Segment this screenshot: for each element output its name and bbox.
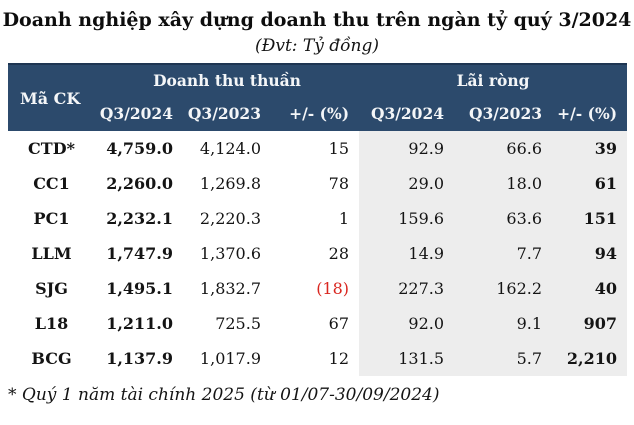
revenue-change-cell: 15 bbox=[328, 139, 350, 158]
revenue-current-cell: 1,747.9 bbox=[106, 244, 173, 263]
profit-change-cell: 39 bbox=[552, 131, 628, 166]
column-header-stock-code: Mã CK bbox=[8, 63, 95, 131]
table-row: SJG 1,495.1 1,832.7 (18) 227.3 162.2 40 bbox=[8, 271, 628, 306]
revenue-change-cell: (18) bbox=[316, 279, 350, 298]
profit-change-cell: 61 bbox=[552, 166, 628, 201]
profit-change-cell: 94 bbox=[552, 236, 628, 271]
stock-code-cell: BCG bbox=[31, 349, 72, 368]
column-header-profit-q3-2024: Q3/2024 bbox=[359, 96, 455, 131]
profit-change-cell: 151 bbox=[552, 201, 628, 236]
group-header-net-revenue: Doanh thu thuần bbox=[95, 63, 360, 96]
group-header-net-profit: Lãi ròng bbox=[359, 63, 628, 96]
profit-current-cell: 14.9 bbox=[359, 236, 455, 271]
revenue-prior-cell: 1,832.7 bbox=[199, 279, 261, 298]
column-header-revenue-q3-2023: Q3/2023 bbox=[183, 96, 271, 131]
revenue-prior-cell: 725.5 bbox=[215, 314, 261, 333]
revenue-current-cell: 1,211.0 bbox=[106, 314, 173, 333]
revenue-change-cell: 67 bbox=[328, 314, 350, 333]
column-header-revenue-q3-2024: Q3/2024 bbox=[95, 96, 183, 131]
profit-prior-cell: 5.7 bbox=[454, 341, 553, 376]
profit-current-cell: 29.0 bbox=[359, 166, 455, 201]
revenue-current-cell: 4,759.0 bbox=[106, 139, 173, 158]
revenue-change-cell: 78 bbox=[328, 174, 350, 193]
revenue-prior-cell: 1,269.8 bbox=[199, 174, 261, 193]
table-row: PC1 2,232.1 2,220.3 1 159.6 63.6 151 bbox=[8, 201, 628, 236]
revenue-change-cell: 1 bbox=[338, 209, 350, 228]
revenue-change-cell: 12 bbox=[328, 349, 350, 368]
stock-code-cell: CTD* bbox=[28, 139, 75, 158]
column-header-profit-q3-2023: Q3/2023 bbox=[454, 96, 553, 131]
profit-prior-cell: 63.6 bbox=[454, 201, 553, 236]
table-row: L18 1,211.0 725.5 67 92.0 9.1 907 bbox=[8, 306, 628, 341]
profit-prior-cell: 9.1 bbox=[454, 306, 553, 341]
profit-change-cell: 907 bbox=[552, 306, 628, 341]
profit-prior-cell: 162.2 bbox=[454, 271, 553, 306]
revenue-change-cell: 28 bbox=[328, 244, 350, 263]
financial-results-table: Mã CK Doanh thu thuần Lãi ròng Q3/2024 Q… bbox=[8, 63, 628, 376]
stock-code-cell: LLM bbox=[31, 244, 72, 263]
table-row: CTD* 4,759.0 4,124.0 15 92.9 66.6 39 bbox=[8, 131, 628, 166]
profit-current-cell: 92.0 bbox=[359, 306, 455, 341]
revenue-current-cell: 2,232.1 bbox=[106, 209, 173, 228]
profit-change-cell: 2,210 bbox=[552, 341, 628, 376]
table-row: CC1 2,260.0 1,269.8 78 29.0 18.0 61 bbox=[8, 166, 628, 201]
table-row: BCG 1,137.9 1,017.9 12 131.5 5.7 2,210 bbox=[8, 341, 628, 376]
revenue-prior-cell: 1,370.6 bbox=[199, 244, 261, 263]
revenue-current-cell: 1,137.9 bbox=[106, 349, 173, 368]
table-body: CTD* 4,759.0 4,124.0 15 92.9 66.6 39 CC1… bbox=[8, 131, 628, 376]
unit-subtitle: (Đvt: Tỷ đồng) bbox=[254, 36, 379, 56]
table-row: LLM 1,747.9 1,370.6 28 14.9 7.7 94 bbox=[8, 236, 628, 271]
revenue-current-cell: 2,260.0 bbox=[106, 174, 173, 193]
footnote: * Quý 1 năm tài chính 2025 (từ 01/07-30/… bbox=[8, 385, 440, 405]
profit-prior-cell: 66.6 bbox=[454, 131, 553, 166]
profit-prior-cell: 18.0 bbox=[454, 166, 553, 201]
stock-code-cell: SJG bbox=[35, 279, 68, 298]
revenue-prior-cell: 4,124.0 bbox=[199, 139, 261, 158]
profit-prior-cell: 7.7 bbox=[454, 236, 553, 271]
stock-code-cell: L18 bbox=[34, 314, 69, 333]
profit-current-cell: 92.9 bbox=[359, 131, 455, 166]
column-header-profit-change: +/- (%) bbox=[552, 96, 628, 131]
profit-current-cell: 131.5 bbox=[359, 341, 455, 376]
revenue-prior-cell: 2,220.3 bbox=[199, 209, 261, 228]
table-header: Mã CK Doanh thu thuần Lãi ròng Q3/2024 Q… bbox=[8, 63, 628, 131]
profit-current-cell: 159.6 bbox=[359, 201, 455, 236]
page-title: Doanh nghiệp xây dựng doanh thu trên ngà… bbox=[2, 9, 632, 31]
profit-current-cell: 227.3 bbox=[359, 271, 455, 306]
revenue-current-cell: 1,495.1 bbox=[106, 279, 173, 298]
stock-code-cell: PC1 bbox=[33, 209, 70, 228]
column-header-revenue-change: +/- (%) bbox=[271, 96, 360, 131]
revenue-prior-cell: 1,017.9 bbox=[199, 349, 261, 368]
profit-change-cell: 40 bbox=[552, 271, 628, 306]
stock-code-cell: CC1 bbox=[33, 174, 70, 193]
